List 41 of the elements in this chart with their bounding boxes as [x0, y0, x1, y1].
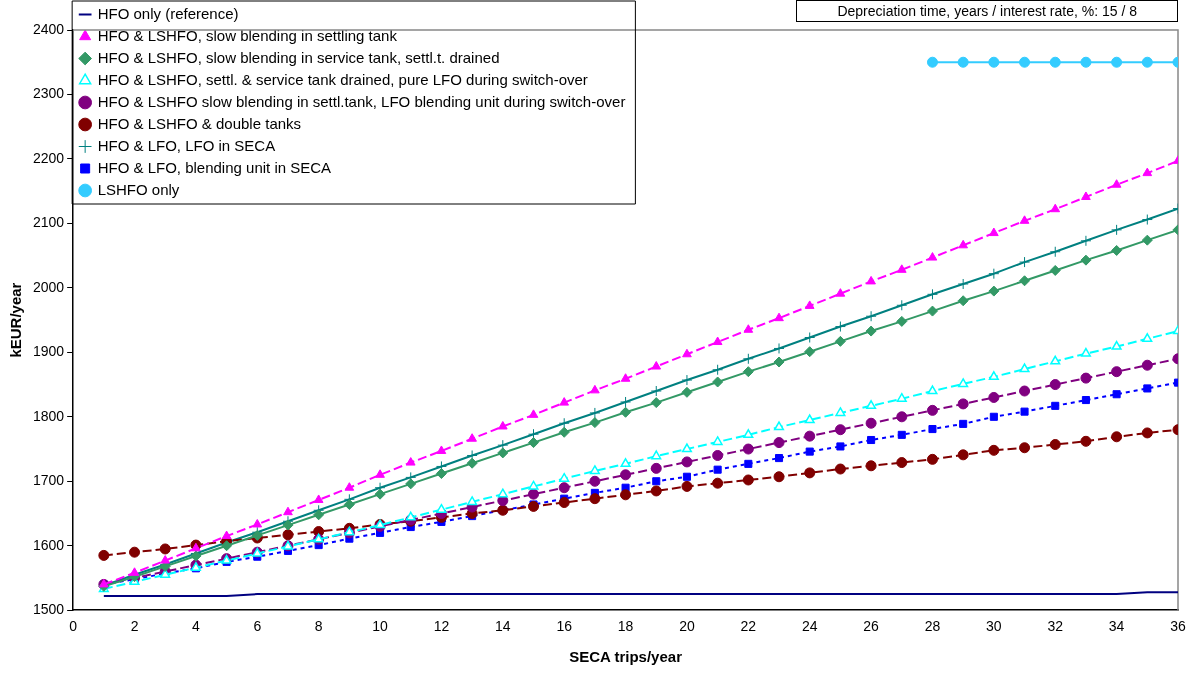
legend-label: HFO & LSHFO & double tanks	[97, 114, 302, 132]
legend-label: HFO & LSHFO, slow blending in service tank, settl.t. drained	[97, 48, 500, 66]
y-tick-label: 2400	[32, 20, 65, 37]
x-tick-label: 6	[253, 618, 262, 635]
y-tick-label: 1900	[32, 343, 65, 360]
x-tick-label: 32	[1047, 618, 1064, 635]
legend-label: LSHFO only	[97, 180, 180, 198]
x-tick-label: 36	[1170, 618, 1186, 635]
x-tick-label: 12	[433, 618, 450, 635]
x-tick-label: 26	[863, 618, 880, 635]
legend-label: HFO & LSHFO, slow blending in settling tank	[97, 26, 398, 44]
x-tick-label: 8	[314, 618, 323, 635]
x-tick-label: 16	[556, 618, 573, 635]
x-tick-label: 34	[1108, 618, 1125, 635]
y-tick-label: 2300	[32, 85, 65, 102]
x-tick-label: 30	[986, 618, 1002, 635]
y-tick-label: 1800	[32, 407, 65, 424]
text: Depreciation time, years / interest rate, %: 15 / 8	[796, 0, 1178, 22]
x-tick-label: 28	[924, 618, 941, 635]
x-tick-label: 4	[192, 618, 201, 635]
x-tick-label: 2	[130, 618, 139, 635]
y-tick-label: 1600	[32, 536, 65, 553]
x-tick-label: 14	[495, 618, 511, 635]
x-tick-label: 18	[617, 618, 634, 635]
legend-label: HFO & LFO, LFO in SECA	[97, 136, 276, 154]
x-axis-title: SECA trips/year	[569, 648, 683, 666]
legend-label: HFO & LSHFO, settl. & service tank drained, pure LFO during switch-over	[97, 70, 588, 88]
y-tick-label: 2000	[32, 278, 65, 295]
x-tick-label: 10	[372, 618, 389, 635]
legend-label: HFO & LFO, blending unit in SECA	[97, 158, 332, 176]
y-axis-title: kEUR/year	[7, 282, 25, 358]
x-tick-label: 0	[69, 618, 78, 635]
legend-label: HFO & LSHFO slow blending in settl.tank, LFO blending unit during switch-over	[97, 92, 626, 110]
y-tick-label: 2100	[32, 214, 65, 231]
legend-label: HFO only (reference)	[97, 4, 239, 22]
y-tick-label: 1700	[32, 472, 65, 489]
x-tick-label: 24	[801, 618, 818, 635]
x-tick-label: 20	[679, 618, 695, 635]
y-tick-label: 2200	[32, 149, 65, 166]
x-tick-label: 22	[740, 618, 757, 635]
y-tick-label: 1500	[32, 601, 65, 618]
